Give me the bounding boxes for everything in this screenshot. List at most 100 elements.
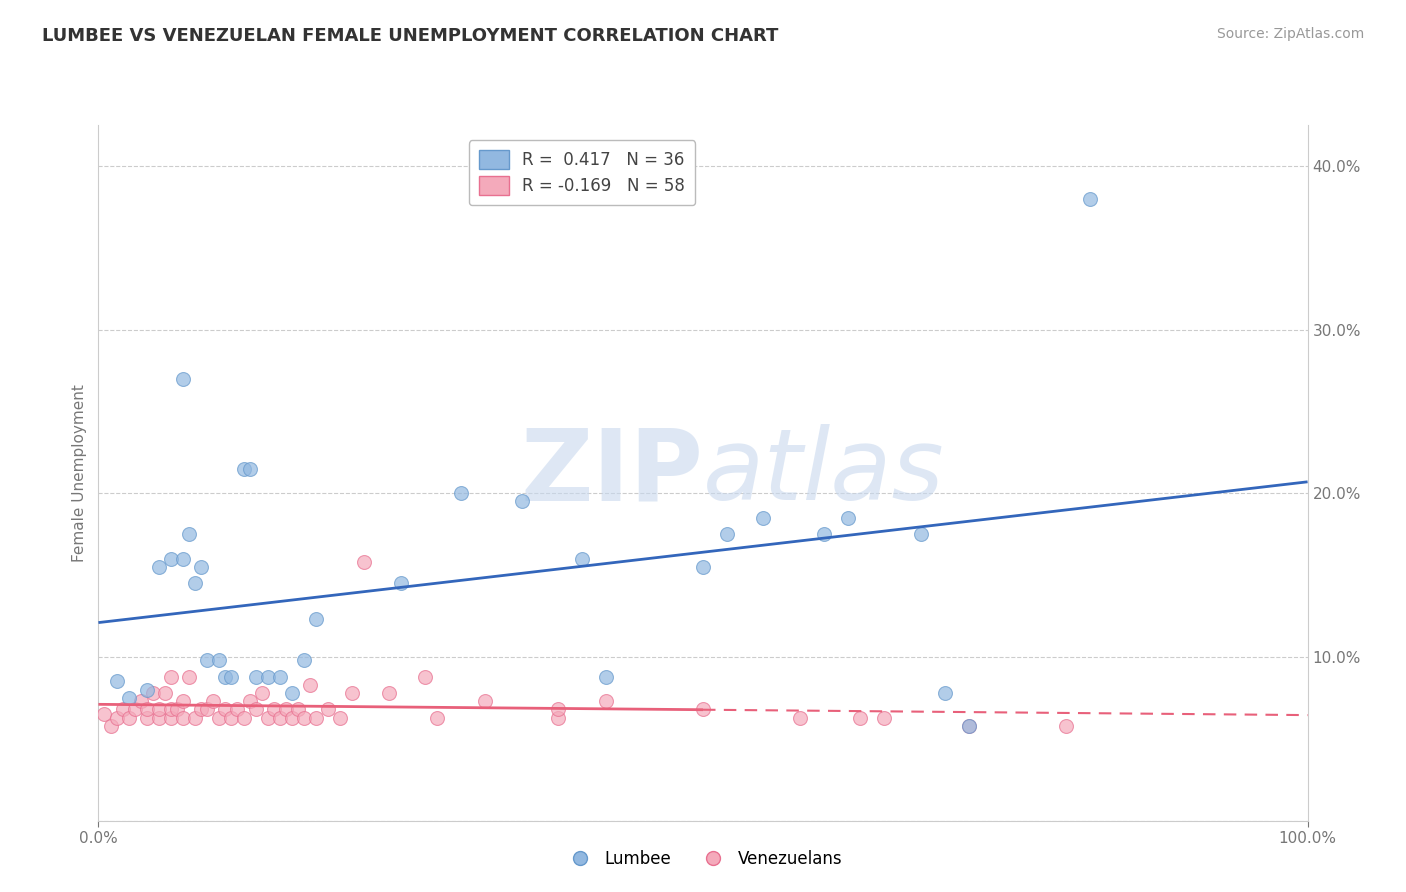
Point [789, 710, 811, 724]
Point [172, 710, 194, 724]
Point [256, 669, 278, 683]
Point [226, 702, 249, 716]
Point [111, 702, 134, 716]
Point [547, 710, 569, 724]
Point [281, 710, 304, 724]
Point [195, 702, 218, 716]
Point [281, 686, 304, 700]
Point [910, 527, 932, 541]
Text: LUMBEE VS VENEZUELAN FEMALE UNEMPLOYMENT CORRELATION CHART: LUMBEE VS VENEZUELAN FEMALE UNEMPLOYMENT… [42, 27, 779, 45]
Point [389, 576, 412, 591]
Point [232, 461, 254, 475]
Point [873, 710, 896, 724]
Point [250, 686, 273, 700]
Point [135, 682, 157, 697]
Point [934, 686, 956, 700]
Point [305, 710, 328, 724]
Point [245, 702, 267, 716]
Point [177, 527, 201, 541]
Point [153, 686, 176, 700]
Point [957, 719, 980, 733]
Point [1078, 192, 1101, 206]
Point [450, 486, 472, 500]
Point [105, 674, 128, 689]
Point [813, 527, 835, 541]
Point [93, 707, 115, 722]
Point [316, 702, 339, 716]
Point [100, 719, 122, 733]
Point [232, 710, 254, 724]
Point [1054, 719, 1077, 733]
Point [135, 702, 157, 716]
Point [118, 690, 141, 705]
Point [190, 702, 212, 716]
Point [716, 527, 738, 541]
Point [377, 686, 399, 700]
Point [292, 710, 315, 724]
Point [214, 669, 236, 683]
Point [184, 710, 207, 724]
Point [202, 694, 225, 708]
Point [118, 710, 141, 724]
Point [269, 710, 291, 724]
Point [305, 612, 328, 626]
Point [177, 669, 201, 683]
Point [105, 710, 128, 724]
Point [256, 710, 278, 724]
Point [239, 694, 262, 708]
Point [221, 669, 243, 683]
Point [208, 653, 231, 667]
Point [195, 653, 218, 667]
Point [245, 669, 267, 683]
Point [184, 576, 207, 591]
Point [329, 710, 352, 724]
Point [135, 710, 157, 724]
Point [172, 551, 194, 566]
Point [957, 719, 980, 733]
Point [160, 710, 183, 724]
Point [160, 551, 183, 566]
Point [292, 653, 315, 667]
Point [221, 710, 243, 724]
Point [274, 702, 297, 716]
Point [148, 710, 170, 724]
Point [595, 669, 617, 683]
Point [129, 694, 152, 708]
Point [595, 694, 617, 708]
Point [413, 669, 436, 683]
Point [752, 510, 775, 524]
Point [148, 560, 170, 574]
Point [160, 669, 183, 683]
Point [426, 710, 449, 724]
Point [849, 710, 872, 724]
Legend: Lumbee, Venezuelans: Lumbee, Venezuelans [557, 844, 849, 875]
Point [571, 551, 593, 566]
Point [172, 694, 194, 708]
Point [124, 702, 146, 716]
Point [214, 702, 236, 716]
Point [353, 555, 375, 569]
Y-axis label: Female Unemployment: Female Unemployment [72, 384, 87, 562]
Point [148, 702, 170, 716]
Point [837, 510, 859, 524]
Point [208, 710, 231, 724]
Text: atlas: atlas [703, 425, 945, 521]
Point [692, 702, 714, 716]
Point [342, 686, 364, 700]
Point [239, 461, 262, 475]
Point [287, 702, 309, 716]
Point [510, 494, 533, 508]
Point [263, 702, 285, 716]
Point [160, 702, 183, 716]
Point [298, 678, 321, 692]
Point [269, 669, 291, 683]
Point [172, 371, 194, 385]
Point [474, 694, 496, 708]
Text: ZIP: ZIP [520, 425, 703, 521]
Point [547, 702, 569, 716]
Point [692, 560, 714, 574]
Text: Source: ZipAtlas.com: Source: ZipAtlas.com [1216, 27, 1364, 41]
Point [190, 560, 212, 574]
Point [142, 686, 165, 700]
Point [166, 702, 188, 716]
